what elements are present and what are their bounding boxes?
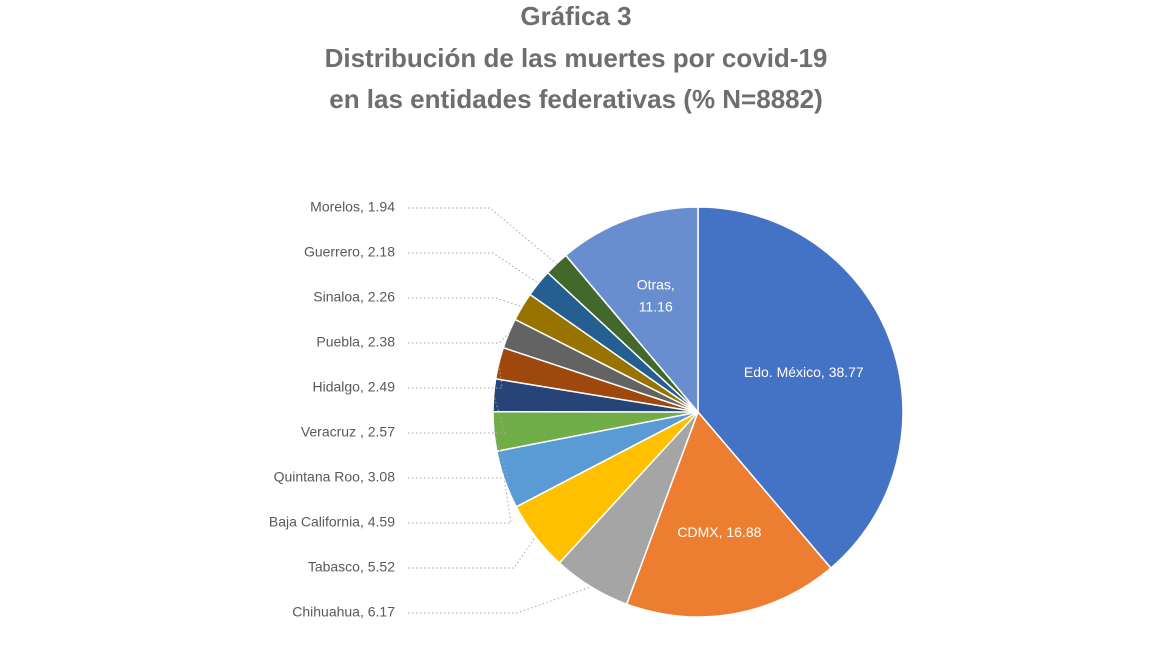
data-label: Guerrero, 2.18 — [304, 244, 395, 260]
pie-slice — [697, 206, 904, 570]
leader-line — [408, 207, 557, 265]
leader-line — [408, 332, 510, 344]
chart-subtitle: Distribución de las muertes por covid-19 — [325, 43, 828, 73]
data-label: Morelos, 1.94 — [310, 199, 395, 215]
data-label: Tabasco, 5.52 — [308, 559, 395, 575]
leader-line — [408, 431, 509, 479]
pie-slice — [625, 410, 832, 618]
leader-line — [408, 586, 592, 614]
data-label: Sinaloa, 2.26 — [313, 289, 395, 305]
leader-line — [408, 536, 536, 569]
data-label: Hidalgo, 2.49 — [312, 379, 395, 395]
leader-line — [408, 363, 503, 389]
chart-subtitle: en las entidades federativas (% N=8882) — [329, 84, 823, 114]
data-label: CDMX, 16.88 — [677, 524, 761, 540]
data-label: Quintana Roo, 3.08 — [274, 469, 396, 485]
chart-title: Gráfica 3 — [520, 1, 631, 31]
data-label: Veracruz , 2.57 — [301, 424, 395, 440]
data-label: Baja California, 4.59 — [269, 514, 395, 530]
leader-line — [408, 479, 512, 524]
leader-line — [408, 252, 539, 284]
data-label: Chihuahua, 6.17 — [292, 604, 395, 620]
data-label: Puebla, 2.38 — [316, 334, 395, 350]
leader-line — [408, 297, 523, 308]
leader-line — [408, 395, 506, 434]
data-label: Otras, 11.16 — [637, 276, 675, 314]
pie-slice — [564, 206, 699, 415]
data-label: Edo. México, 38.77 — [744, 364, 864, 380]
